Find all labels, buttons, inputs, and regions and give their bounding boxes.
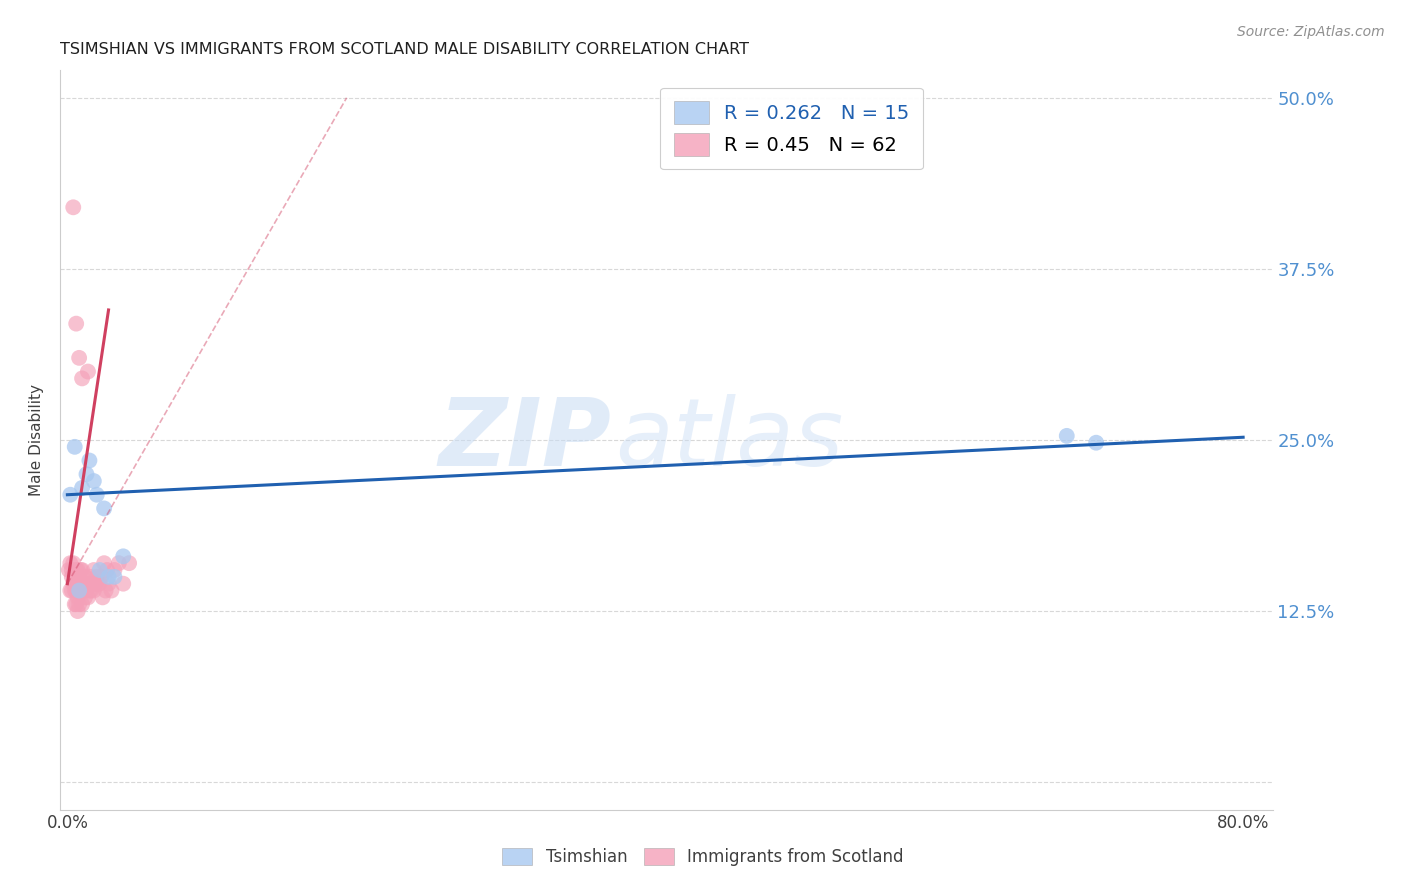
Point <box>80 583 103 598</box>
Text: atlas: atlas <box>616 394 844 485</box>
Point <box>103 563 125 577</box>
Point <box>60 583 83 598</box>
Point <box>66 576 89 591</box>
Point <box>67 351 90 365</box>
Point <box>62 200 84 214</box>
Point <box>62 576 84 591</box>
Point <box>76 583 98 598</box>
Point <box>87 576 110 591</box>
Point <box>76 467 98 482</box>
Point <box>66 591 89 605</box>
Point <box>70 583 93 598</box>
Point <box>63 583 86 598</box>
Point <box>67 597 90 611</box>
Point <box>1056 429 1078 443</box>
Point <box>60 570 83 584</box>
Point <box>70 597 93 611</box>
Point <box>1085 435 1108 450</box>
Point <box>79 453 101 467</box>
Point <box>83 474 105 488</box>
Point <box>60 563 83 577</box>
Point <box>112 576 135 591</box>
Point <box>72 583 94 598</box>
Point <box>65 583 87 598</box>
Point <box>63 597 86 611</box>
Point <box>65 597 87 611</box>
Point <box>86 570 108 584</box>
Text: ZIP: ZIP <box>439 394 612 486</box>
Point <box>97 576 120 591</box>
Point <box>80 570 103 584</box>
Point <box>67 583 90 598</box>
Point <box>70 481 93 495</box>
Point <box>58 563 80 577</box>
Point <box>69 576 91 591</box>
Text: Source: ZipAtlas.com: Source: ZipAtlas.com <box>1237 25 1385 39</box>
Point <box>94 583 117 598</box>
Point <box>59 556 82 570</box>
Point <box>65 317 87 331</box>
Point <box>93 501 115 516</box>
Point <box>89 563 111 577</box>
Point <box>63 440 86 454</box>
Point <box>63 570 86 584</box>
Point <box>73 591 96 605</box>
Point <box>77 591 100 605</box>
Point <box>79 576 101 591</box>
Point <box>84 576 107 591</box>
Point <box>96 563 118 577</box>
Point <box>93 556 115 570</box>
Point <box>66 563 89 577</box>
Legend: R = 0.262   N = 15, R = 0.45   N = 62: R = 0.262 N = 15, R = 0.45 N = 62 <box>661 87 924 169</box>
Point <box>76 576 98 591</box>
Point <box>118 556 141 570</box>
Point <box>65 576 87 591</box>
Point <box>86 488 108 502</box>
Text: TSIMSHIAN VS IMMIGRANTS FROM SCOTLAND MALE DISABILITY CORRELATION CHART: TSIMSHIAN VS IMMIGRANTS FROM SCOTLAND MA… <box>60 42 749 57</box>
Point <box>97 570 120 584</box>
Point <box>89 576 111 591</box>
Point <box>73 570 96 584</box>
Point <box>65 563 87 577</box>
Point <box>59 583 82 598</box>
Y-axis label: Male Disability: Male Disability <box>30 384 44 496</box>
Point <box>77 365 100 379</box>
Point <box>79 583 101 598</box>
Point <box>90 570 112 584</box>
Point <box>77 576 100 591</box>
Point <box>112 549 135 564</box>
Point <box>83 563 105 577</box>
Point <box>67 570 90 584</box>
Legend: Tsimshian, Immigrants from Scotland: Tsimshian, Immigrants from Scotland <box>494 840 912 875</box>
Point <box>82 576 104 591</box>
Point <box>100 583 122 598</box>
Point <box>67 583 90 598</box>
Point <box>59 488 82 502</box>
Point <box>103 570 125 584</box>
Point <box>62 556 84 570</box>
Point <box>72 576 94 591</box>
Point <box>70 563 93 577</box>
Point <box>108 556 131 570</box>
Point <box>70 371 93 385</box>
Point <box>91 591 114 605</box>
Point <box>83 583 105 598</box>
Point <box>69 563 91 577</box>
Point <box>66 604 89 618</box>
